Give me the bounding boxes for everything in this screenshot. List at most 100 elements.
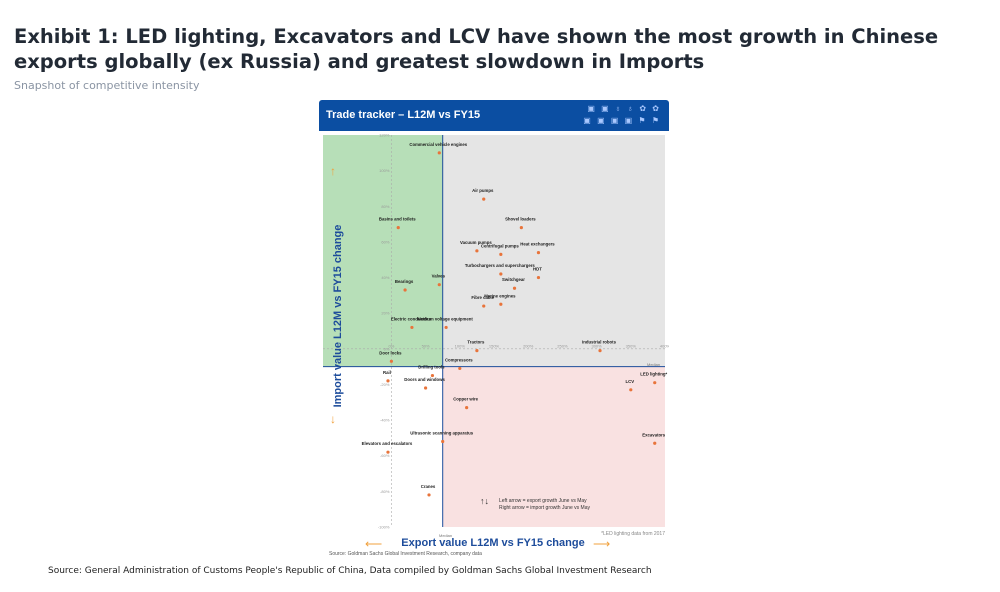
data-point: [430, 373, 435, 378]
quadrant-white: [323, 366, 443, 527]
data-point: [389, 359, 393, 363]
point-label: Shovel loaders: [505, 217, 536, 222]
point-label: LCV: [625, 379, 634, 384]
panel-source: Source: Goldman Sachs Global Investment …: [329, 551, 482, 557]
point-label: Drilling tools: [418, 365, 445, 370]
data-point: [629, 388, 633, 392]
point-label: Air pumps: [472, 188, 494, 193]
data-point: [499, 252, 503, 256]
y-axis-label: Import value L12M vs FY15 change: [332, 224, 344, 408]
point-label: Elevators and escalators: [362, 441, 413, 446]
data-point: [499, 272, 503, 276]
data-point: [598, 349, 602, 353]
data-point: [458, 366, 462, 371]
page-title: Exhibit 1: LED lighting, Excavators and …: [14, 25, 939, 73]
median-x-label: Median: [439, 533, 453, 538]
x-tick-label: 0%: [389, 343, 395, 348]
x-tick-label: 100%: [455, 343, 466, 348]
point-label: Turbochargers and superchargers: [465, 263, 535, 268]
data-point: [653, 441, 657, 445]
point-label: Commercial vehicle engines: [409, 142, 467, 147]
point-label: Ultrasonic scanning apparatus: [410, 430, 473, 435]
x-tick-label: 400%: [660, 343, 669, 348]
x-tick-label: 50%: [422, 343, 430, 348]
point-label: Electric conductors: [391, 316, 432, 321]
data-point: [444, 325, 448, 330]
point-label: Switchgear: [502, 277, 525, 282]
panel-note: *LED lighting data from 2017: [601, 531, 665, 537]
y-tick-label: 100%: [379, 168, 390, 173]
point-label: Centrifugal pumps: [481, 243, 520, 248]
point-label: HDT: [533, 267, 542, 272]
legend-line-left: Left arrow = export growth June vs May: [499, 498, 587, 504]
data-point: [653, 381, 657, 385]
legend: ↑↓ Left arrow = export growth June vs Ma…: [480, 497, 591, 512]
point-label: LED lighting*: [640, 372, 667, 377]
x-arrow-right-icon: ⟶: [593, 537, 611, 551]
median-y-label: Median: [647, 362, 661, 367]
data-point: [386, 450, 390, 454]
point-label: Doors and windows: [404, 377, 445, 382]
point-label: Compressors: [445, 357, 473, 362]
data-point: [482, 197, 486, 201]
y-tick-label: 80%: [381, 204, 389, 209]
data-point: [482, 304, 486, 308]
data-point: [536, 275, 541, 280]
panel-banner: Trade tracker – L12M vs FY15 ▣ ▣ ♁ ♁ ✿ ✿…: [319, 100, 669, 131]
quadrant-red: [442, 366, 665, 527]
x-tick-label: 150%: [489, 343, 500, 348]
data-point: [441, 439, 445, 444]
point-label: Tractors: [467, 340, 485, 345]
legend-arrows-icon: ↑↓: [480, 496, 489, 506]
point-label: Copper wire: [453, 397, 478, 402]
point-label: Industrial robots: [582, 340, 617, 345]
point-label: Marine engines: [484, 293, 516, 298]
x-arrow-left-icon: ⟵: [365, 537, 383, 551]
footer-source: Source: General Administration of Custom…: [48, 566, 652, 576]
banner-category-icons: ▣ ▣ ♁ ♁ ✿ ✿ ▣ ▣ ▣ ▣ ⚑ ⚑: [583, 104, 661, 125]
data-point: [386, 379, 390, 383]
x-axis-label: Export value L12M vs FY15 change: [401, 537, 585, 549]
y-tick-label: -20%: [380, 382, 390, 387]
x-tick-label: 200%: [523, 343, 534, 348]
point-label: Door locks: [379, 350, 402, 355]
scatter-chart: 0% 50% 100% 150% 200% 250% 300% 350% 400% 120% 100…: [323, 133, 669, 530]
data-point: [512, 286, 517, 290]
data-point: [427, 493, 431, 497]
x-tick-label: 250%: [557, 343, 568, 348]
point-label: Fibre cable: [471, 295, 494, 300]
quadrant-green: [323, 135, 443, 367]
point-label: Basins and toilets: [379, 217, 416, 222]
data-point: [396, 226, 400, 230]
data-point: [410, 325, 414, 330]
trade-tracker-panel: Trade tracker – L12M vs FY15 ▣ ▣ ♁ ♁ ✿ ✿…: [319, 100, 669, 560]
point-label: Medium voltage equipment: [417, 316, 473, 321]
point-label: Cranes: [421, 484, 436, 489]
page-subtitle: Snapshot of competitive intensity: [14, 79, 200, 92]
point-label: Excavators: [642, 432, 666, 437]
y-tick-label: -40%: [380, 418, 390, 423]
y-arrow-up-icon: ↑: [330, 164, 336, 178]
data-point: [424, 386, 428, 390]
point-label: Valves: [432, 274, 446, 279]
y-arrow-down-icon: ↓: [330, 412, 336, 426]
x-tick-label: 300%: [591, 343, 602, 348]
y-tick-label: 20%: [381, 311, 389, 316]
y-tick-label: 0%: [384, 346, 390, 351]
legend-line-right: Right arrow = import growth June vs May: [499, 505, 591, 511]
y-tick-label: 40%: [381, 275, 389, 280]
y-tick-label: 120%: [379, 133, 390, 138]
banner-title: Trade tracker – L12M vs FY15: [326, 109, 481, 121]
y-tick-label: -60%: [380, 453, 390, 458]
y-tick-label: 60%: [381, 239, 389, 244]
y-tick-label: -100%: [378, 525, 390, 530]
y-tick-label: -80%: [380, 489, 390, 494]
data-point: [475, 249, 479, 253]
data-point: [536, 251, 541, 255]
data-point: [437, 283, 441, 287]
data-point: [499, 302, 503, 306]
point-label: Bearings: [395, 279, 414, 284]
data-point: [465, 406, 469, 410]
y-axis-label-wrap: Import value L12M vs FY15 change: [323, 160, 347, 490]
point-label: Rail: [383, 370, 391, 375]
